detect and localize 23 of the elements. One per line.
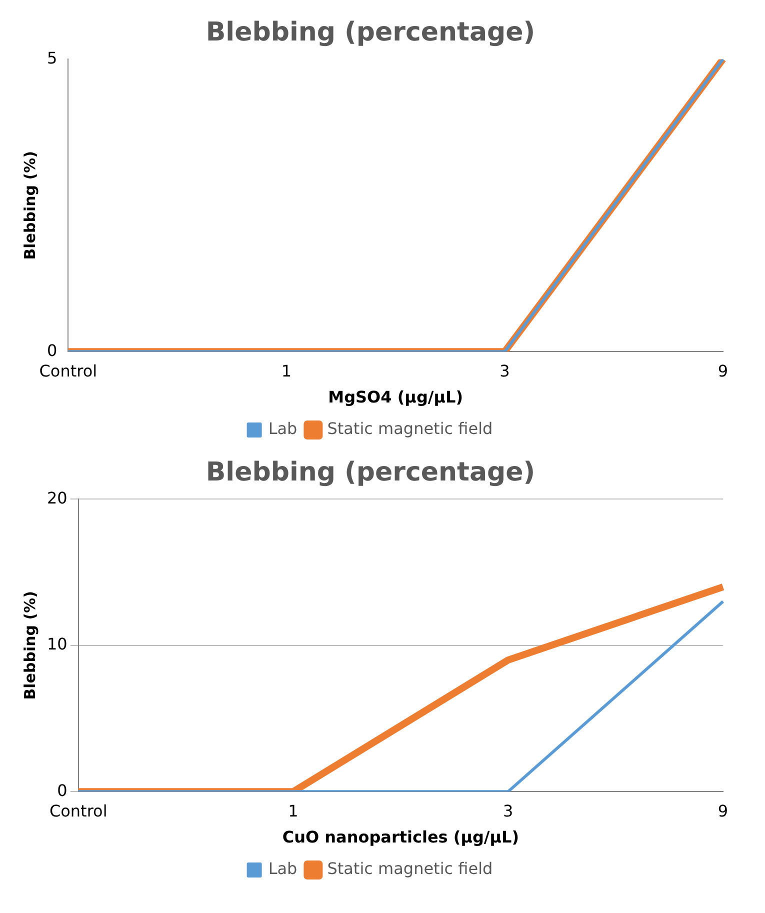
x-tick-label: 9 — [718, 801, 728, 820]
y-tick-label: 0 — [46, 340, 58, 360]
legend-label: Lab — [268, 419, 298, 438]
y-tick-label: 0 — [57, 780, 68, 800]
legend-label: Static magnetic field — [327, 419, 493, 438]
y-axis-title: Blebbing (%) — [20, 151, 39, 260]
x-tick-label: 3 — [503, 801, 514, 820]
chart-title: Blebbing (percentage) — [206, 457, 536, 488]
chart-title: Blebbing (percentage) — [206, 17, 536, 48]
y-tick-label: 20 — [47, 488, 68, 508]
x-tick-label: 3 — [500, 361, 510, 380]
legend-label: Lab — [268, 859, 298, 878]
x-tick-label: 9 — [718, 361, 728, 380]
x-axis-title: MgSO4 (µg/µL) — [328, 388, 464, 407]
x-tick-label: 1 — [288, 801, 298, 820]
x-axis-title: CuO nanoparticles (µg/µL) — [282, 828, 520, 847]
x-tick-label: Control — [49, 801, 108, 820]
x-tick-label: Control — [39, 361, 98, 380]
x-tick-label: 1 — [281, 361, 292, 380]
y-axis-title: Blebbing (%) — [20, 591, 39, 700]
legend-label: Static magnetic field — [327, 859, 493, 878]
y-tick-label: 10 — [47, 634, 68, 654]
y-tick-label: 5 — [46, 48, 58, 68]
